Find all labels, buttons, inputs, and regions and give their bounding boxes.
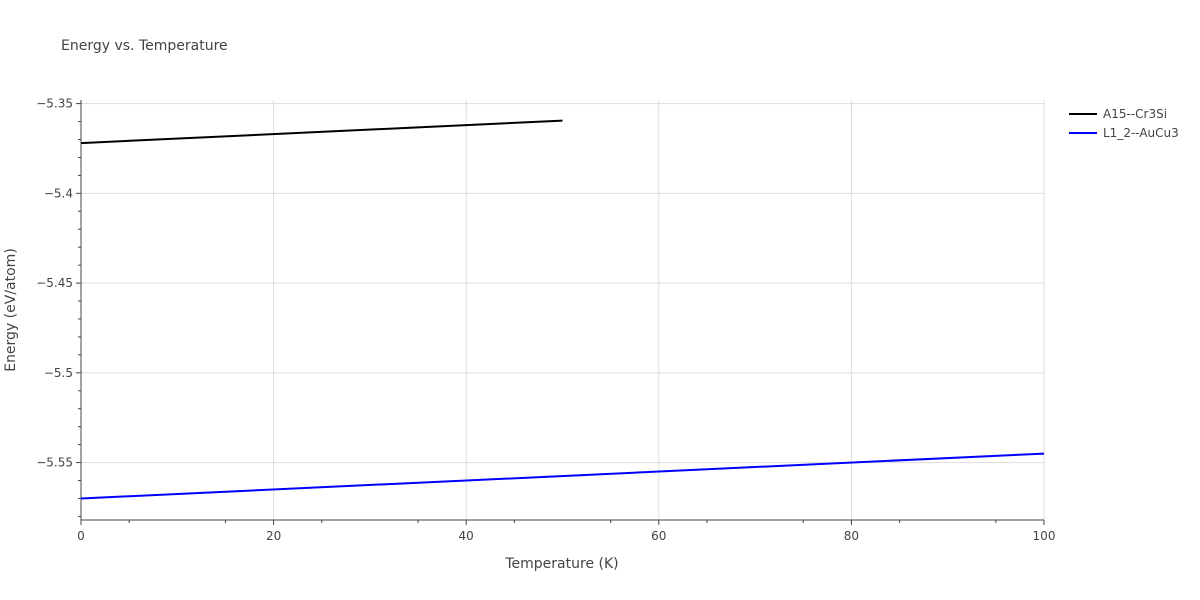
series-group [80, 119, 1045, 500]
x-tick-label: 0 [77, 529, 85, 543]
legend-item[interactable]: L1_2--AuCu3 [1069, 126, 1179, 140]
legend-label: L1_2--AuCu3 [1103, 126, 1179, 140]
y-tick-label: −5.55 [36, 456, 73, 470]
series-line[interactable] [80, 119, 563, 145]
legend[interactable]: A15--Cr3Si L1_2--AuCu3 [1069, 107, 1179, 140]
chart-title: Energy vs. Temperature [61, 38, 228, 54]
x-tick-label: 60 [651, 529, 666, 543]
y-tick-label: −5.45 [36, 276, 73, 290]
legend-label: A15--Cr3Si [1103, 107, 1167, 121]
x-axis-title: Temperature (K) [504, 556, 618, 572]
x-tick-label: 40 [459, 529, 474, 543]
y-tick-label: −5.5 [44, 366, 73, 380]
x-tick-label: 80 [844, 529, 859, 543]
y-axis-title: Energy (eV/atom) [3, 248, 19, 372]
x-tick-label: 20 [266, 529, 281, 543]
y-tick-label: −5.4 [44, 186, 73, 200]
axes: 0 20 40 60 80 100 −5.35 −5.4 −5.45 −5.5 −5.55 [36, 97, 1055, 543]
series-line[interactable] [80, 452, 1045, 500]
grid [81, 100, 1045, 520]
y-tick-label: −5.35 [36, 97, 73, 111]
legend-item[interactable]: A15--Cr3Si [1069, 107, 1167, 121]
x-tick-label: 100 [1033, 529, 1056, 543]
